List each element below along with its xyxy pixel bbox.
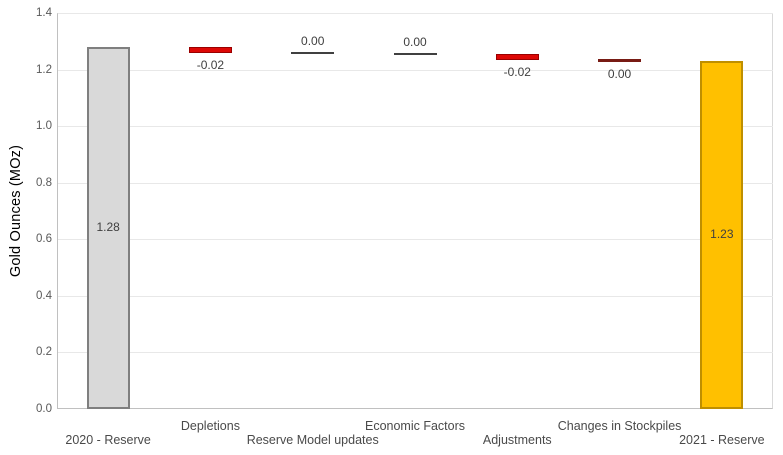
bar-adjustments bbox=[495, 54, 539, 61]
y-axis-title: Gold Ounces (MOz) bbox=[8, 144, 24, 278]
gridline bbox=[58, 239, 773, 241]
zero-bar-changes-in-stockpiles bbox=[598, 59, 642, 63]
value-label-2021-reserve: 1.23 bbox=[710, 227, 734, 242]
value-label-economic-factors: 0.00 bbox=[403, 34, 427, 49]
value-label-depletions: -0.02 bbox=[196, 57, 225, 72]
bar-depletions bbox=[188, 46, 232, 53]
value-label-changes-in-stockpiles: 0.00 bbox=[607, 67, 632, 82]
value-label-reserve-model-updates: 0.00 bbox=[301, 34, 325, 49]
x-label-2021-reserve: 2021 - Reserve bbox=[679, 433, 765, 447]
x-label-changes-in-stockpiles: Changes in Stockpiles bbox=[557, 419, 682, 433]
gridline bbox=[58, 182, 773, 184]
y-tick-label: 0.4 bbox=[36, 289, 52, 302]
value-label-2020-reserve: 1.28 bbox=[96, 219, 120, 234]
x-label-2020-reserve: 2020 - Reserve bbox=[65, 433, 151, 447]
value-label-adjustments: -0.02 bbox=[503, 65, 531, 80]
y-tick-label: 1.0 bbox=[36, 120, 52, 133]
bar-2020-reserve bbox=[86, 46, 130, 409]
gridline bbox=[58, 69, 773, 71]
y-tick-label: 0.0 bbox=[36, 403, 52, 415]
gridline bbox=[58, 352, 773, 354]
x-label-economic-factors: Economic Factors bbox=[364, 419, 466, 433]
x-label-depletions: Depletions bbox=[180, 419, 240, 433]
plot-area bbox=[57, 13, 773, 409]
y-tick-label: 0.6 bbox=[36, 233, 52, 246]
y-tick-label: 0.8 bbox=[36, 176, 52, 189]
y-tick-label: 1.4 bbox=[36, 7, 52, 19]
gridline bbox=[58, 295, 773, 297]
gridline bbox=[58, 13, 773, 14]
zero-bar-reserve-model-updates bbox=[291, 52, 335, 55]
zero-bar-economic-factors bbox=[393, 52, 437, 55]
y-tick-label: 0.2 bbox=[36, 346, 52, 359]
bar-2021-reserve bbox=[700, 61, 744, 409]
gridline bbox=[58, 126, 773, 128]
x-label-reserve-model-updates: Reserve Model updates bbox=[246, 433, 379, 447]
y-tick-label: 1.2 bbox=[36, 63, 52, 76]
x-label-adjustments: Adjustments bbox=[482, 433, 552, 447]
